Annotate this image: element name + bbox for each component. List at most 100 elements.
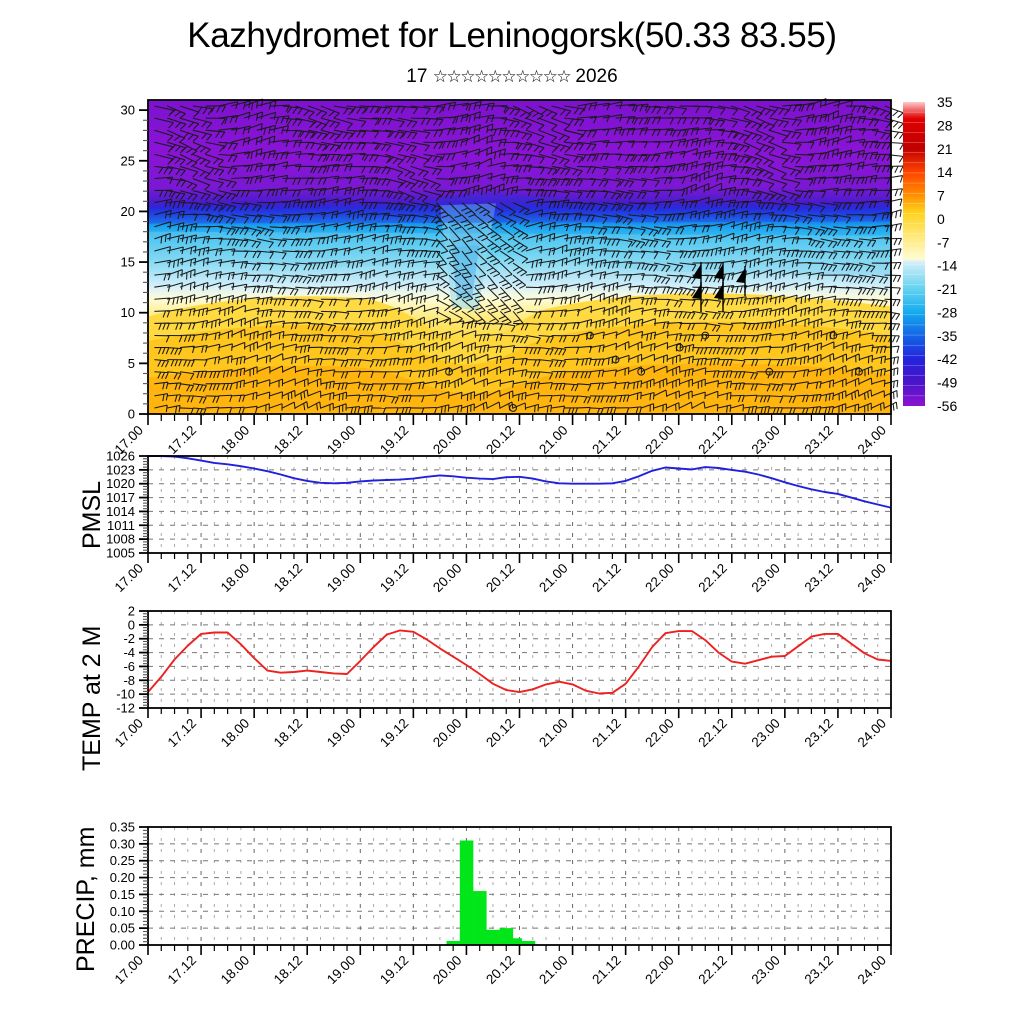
x-tick-label: 17.12 <box>165 953 200 988</box>
x-tick-label: 20.12 <box>483 561 518 593</box>
x-tick-label: 22.12 <box>695 953 730 988</box>
y-tick-label: 25 <box>121 153 135 168</box>
precip-bar <box>446 940 461 945</box>
y-tick-label: 30 <box>121 103 135 118</box>
temp-panel: -12 -10 -8 -6 -4 -2 0 2 17.00 17.12 18.00 18.12 19.0… <box>0 603 1024 748</box>
y-tick-label: 1020 <box>106 476 135 491</box>
y-tick-label: 0.25 <box>110 853 135 868</box>
pmsl-panel: 1005 1008 1011 1014 1017 1020 1023 1026 17.00 17.… <box>0 448 1024 593</box>
x-tick-label: 22.00 <box>642 716 677 748</box>
y-tick-label: 1008 <box>106 532 135 547</box>
y-tick-label: 1023 <box>106 462 135 477</box>
y-tick-label: 1011 <box>107 518 135 533</box>
date-day: 17 <box>406 66 428 87</box>
y-tick-label: 20 <box>121 204 135 219</box>
x-tick-label: 21.00 <box>536 953 571 988</box>
calm-wind-circle <box>829 331 838 340</box>
calm-wind-circle <box>586 331 594 340</box>
y-tick-label: 0.15 <box>110 887 135 902</box>
y-tick-label: -4 <box>123 645 135 660</box>
x-tick-label: 23.12 <box>802 953 837 988</box>
calm-wind-circle <box>509 404 518 412</box>
cross-section-panel: 0 5 10 15 20 25 30 17.00 17.12 18.00 18.12 19.00 19.… <box>0 92 1024 462</box>
page-title: Kazhydromet for Leninogorsk(50.33 83.55) <box>187 16 837 55</box>
y-tick-label: 15 <box>121 255 135 270</box>
x-tick-label: 17.00 <box>112 716 147 748</box>
x-tick-label: 21.12 <box>589 561 624 593</box>
y-tick-label: 0.05 <box>110 921 135 936</box>
x-tick-label: 20.00 <box>430 716 465 748</box>
wind-barb-field <box>154 98 905 416</box>
x-tick-label: 18.00 <box>218 953 253 988</box>
colorbar-tick-label: 28 <box>937 117 953 133</box>
y-tick-label: 0.00 <box>110 938 135 953</box>
precip-panel: 0.00 0.05 0.10 0.15 0.20 0.25 0.30 0.35 17.00 17.… <box>0 805 1024 1005</box>
y-tick-label: 1014 <box>106 504 135 519</box>
calm-wind-circle <box>701 331 710 340</box>
y-tick-label: -2 <box>123 631 135 646</box>
colorbar-tick-label: -21 <box>937 281 957 297</box>
x-tick-label: 18.00 <box>218 561 253 593</box>
month-placeholder-stars: ☆☆☆☆☆☆☆☆☆☆ <box>432 67 572 86</box>
x-tick-label: 21.12 <box>589 716 624 748</box>
calm-wind-circle <box>637 367 646 376</box>
temp-line <box>147 629 892 695</box>
y-tick-label: 0.10 <box>110 904 135 919</box>
precip-bar <box>459 840 474 945</box>
colorbar-tick-label: -7 <box>937 234 950 250</box>
x-tick-label: 23.12 <box>802 561 837 593</box>
x-tick-label: 19.00 <box>324 561 359 593</box>
y-tick-label: 0.30 <box>110 836 135 851</box>
x-tick-label: 18.12 <box>271 716 306 748</box>
x-tick-label: 24.00 <box>855 953 890 988</box>
calm-wind-circle <box>855 367 863 376</box>
calm-wind-circle <box>765 367 774 376</box>
x-tick-label: 24.00 <box>855 561 890 593</box>
precip-axis-label: PRECIP, mm <box>72 826 100 973</box>
y-tick-label: 5 <box>128 356 135 371</box>
x-tick-label: 17.00 <box>112 953 147 988</box>
y-tick-label: 0.35 <box>110 820 135 835</box>
x-tick-label: 19.12 <box>377 561 412 593</box>
x-tick-label: 20.12 <box>483 716 518 748</box>
x-tick-label: 19.00 <box>324 716 359 748</box>
y-tick-label: -10 <box>116 687 135 702</box>
y-tick-label: 2 <box>128 604 135 619</box>
x-tick-label: 17.00 <box>112 561 147 593</box>
x-tick-label: 18.12 <box>271 953 306 988</box>
x-tick-label: 19.12 <box>377 716 412 748</box>
x-tick-label: 23.00 <box>748 561 783 593</box>
colorbar-tick-label: -42 <box>937 351 957 367</box>
x-tick-label: 20.00 <box>430 561 465 593</box>
x-tick-label: 17.12 <box>165 561 200 593</box>
colorbar-tick-label: 35 <box>937 94 953 110</box>
pmsl-line <box>148 455 892 509</box>
pmsl-axis-label: PMSL <box>78 480 106 550</box>
colorbar-tick-label: 0 <box>937 211 945 227</box>
x-tick-label: 23.00 <box>748 953 783 988</box>
calm-wind-circle <box>675 343 684 352</box>
x-tick-label: 18.00 <box>218 716 253 748</box>
precip-bar <box>508 938 522 945</box>
colorbar-tick-label: -35 <box>937 328 957 344</box>
x-tick-label: 22.00 <box>642 561 677 593</box>
colorbar-tick-label: -56 <box>937 398 957 414</box>
x-tick-label: 23.00 <box>748 716 783 748</box>
x-tick-label: 21.12 <box>589 953 624 988</box>
y-tick-label: 1017 <box>106 490 135 505</box>
precip-bar <box>521 940 536 945</box>
x-tick-label: 22.00 <box>642 953 677 988</box>
colorbar-gradient <box>903 102 925 406</box>
y-tick-label: 0 <box>128 617 135 632</box>
temperature-contour-band <box>148 231 891 277</box>
x-tick-label: 19.12 <box>377 953 412 988</box>
x-tick-label: 22.12 <box>695 716 730 748</box>
x-tick-label: 17.12 <box>165 716 200 748</box>
calm-wind-circle <box>611 355 620 364</box>
colorbar-tick-label: 7 <box>937 188 945 204</box>
date-subtitle: 17 ☆☆☆☆☆☆☆☆☆☆ 2026 <box>0 66 1024 88</box>
colorbar-tick-label: -28 <box>937 304 957 320</box>
y-tick-label: 1026 <box>106 449 135 464</box>
y-tick-label: -12 <box>116 701 135 716</box>
temp-axis-label: TEMP at 2 M <box>78 625 106 771</box>
